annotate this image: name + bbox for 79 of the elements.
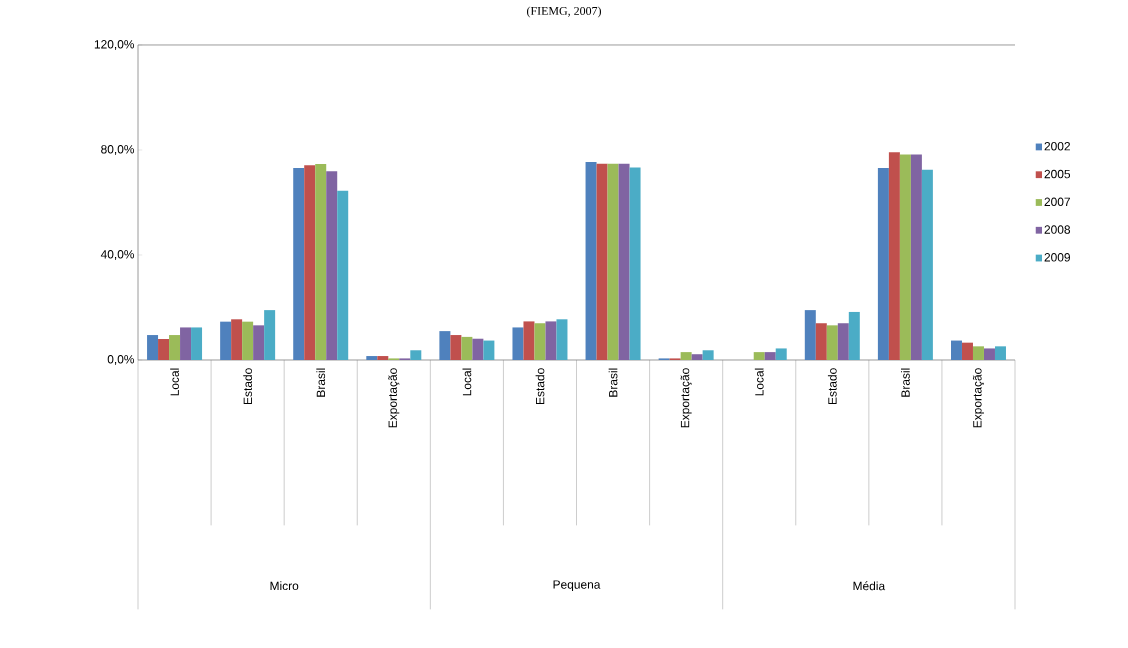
bar — [837, 323, 849, 360]
x-tick-label: Estado — [243, 368, 253, 404]
legend-label: 2008 — [1044, 225, 1071, 234]
legend-label: 2009 — [1044, 253, 1070, 262]
bar — [702, 350, 714, 360]
bar — [556, 319, 568, 360]
bar — [220, 321, 232, 360]
bar — [242, 321, 254, 360]
bar — [326, 171, 338, 360]
bar — [899, 154, 911, 360]
bar — [921, 169, 933, 360]
y-tick-label: 40,0% — [100, 250, 135, 260]
y-tick-label: 0,0% — [107, 355, 135, 365]
x-tick-label: Brasil — [608, 368, 618, 397]
bar — [877, 168, 889, 360]
bar — [304, 165, 316, 360]
x-tick-label: Local — [170, 368, 179, 396]
bar — [253, 325, 265, 360]
bar — [450, 335, 462, 360]
y-tick-label: 80,0% — [101, 145, 135, 155]
bar — [585, 162, 597, 360]
bar — [264, 310, 276, 360]
x-tick-label: Exportação — [680, 368, 692, 428]
x-tick-label: Local — [462, 368, 472, 396]
bar — [826, 325, 838, 360]
bar — [158, 338, 170, 360]
bar — [680, 352, 692, 360]
bar — [888, 152, 900, 360]
bar — [848, 311, 860, 360]
bar — [377, 356, 389, 360]
y-tick-label: 120,0% — [94, 40, 135, 50]
x-tick-label: Estado — [535, 368, 545, 404]
bar — [629, 167, 641, 360]
bar — [472, 338, 484, 360]
x-tick-label: Brasil — [316, 368, 326, 397]
legend-label: 2002 — [1044, 142, 1070, 151]
bar — [950, 340, 962, 360]
bar — [545, 321, 557, 360]
bar — [994, 346, 1006, 360]
bar — [910, 154, 922, 360]
bar — [596, 163, 608, 360]
bar — [483, 340, 495, 360]
bar — [534, 323, 546, 360]
bar — [523, 321, 535, 360]
legend-label: 2005 — [1044, 169, 1071, 179]
text: Pequena — [553, 580, 601, 592]
bar — [461, 336, 473, 360]
text: (FIEMG, 2007) — [527, 6, 601, 18]
bar — [366, 356, 378, 360]
x-tick-label: Exportação — [972, 368, 985, 428]
bar — [410, 350, 422, 360]
bar — [972, 346, 984, 360]
bar — [618, 163, 630, 360]
x-tick-label: Brasil — [901, 368, 910, 397]
x-tick-label: Local — [754, 368, 764, 396]
bar — [691, 354, 703, 360]
bar — [169, 335, 181, 360]
text: Micro — [270, 581, 299, 591]
bar — [775, 348, 787, 360]
bar — [337, 190, 349, 360]
bar — [983, 348, 995, 360]
bar — [191, 327, 203, 360]
bar — [961, 342, 973, 360]
bar — [512, 327, 524, 360]
legend-label: 2007 — [1044, 197, 1070, 207]
bar — [753, 352, 765, 360]
bar — [315, 163, 327, 360]
bar — [293, 168, 305, 360]
x-tick-label: Estado — [827, 368, 837, 404]
x-tick-label: Exportação — [388, 368, 400, 428]
bar — [180, 327, 192, 360]
bar — [804, 310, 816, 360]
bar — [764, 352, 776, 360]
bar — [607, 163, 619, 360]
bar — [815, 323, 827, 360]
bar — [147, 335, 159, 360]
bar — [231, 319, 243, 360]
text: Média — [853, 581, 886, 591]
bar — [439, 331, 451, 360]
